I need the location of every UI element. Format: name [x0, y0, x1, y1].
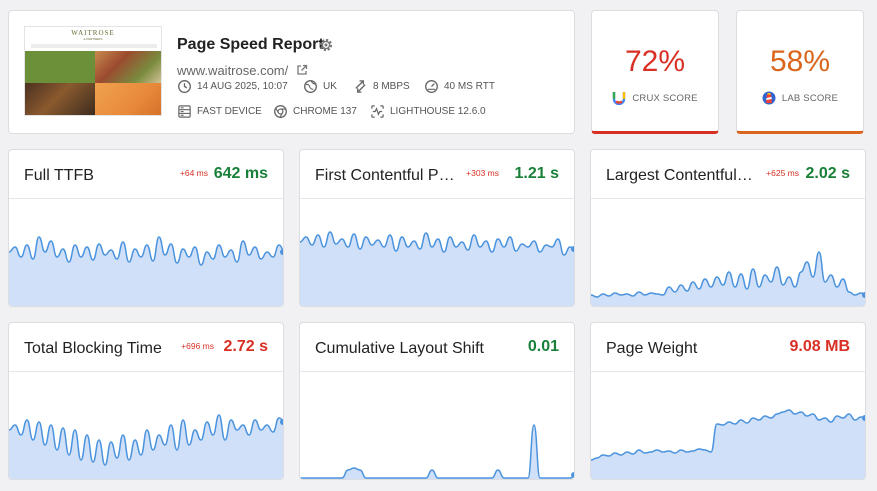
lighthouse-pulse-icon	[371, 104, 384, 118]
metric-trend-chart	[300, 198, 574, 306]
metric-delta: +696 ms	[181, 341, 214, 351]
meta-rtt-text: 40 MS RTT	[444, 80, 495, 92]
metric-name: Largest Contentful Paint	[606, 167, 754, 184]
meta-lighthouse: LIGHTHOUSE 12.6.0	[370, 103, 486, 119]
meta-bandwidth: 8 MBPS	[353, 78, 410, 94]
metric-value: 0.01	[527, 338, 559, 355]
trend-sparkline	[591, 409, 865, 479]
metric-name: Full TTFB	[24, 167, 94, 184]
metric-value: 2.02 s	[805, 165, 850, 182]
trend-line	[9, 236, 283, 266]
metric-name: Page Weight	[606, 340, 698, 357]
trend-area	[300, 232, 574, 306]
metric-value: 9.08 MB	[789, 338, 850, 355]
crux-score-card[interactable]: 72% CRUX SCORE	[591, 10, 719, 134]
page-title: Page Speed Report	[177, 36, 324, 53]
trend-line	[300, 424, 574, 479]
trend-latest-point	[571, 472, 574, 478]
server-device-icon	[178, 104, 191, 118]
meta-bandwidth-text: 8 MBPS	[373, 80, 410, 92]
report-header-card: WAITROSE & PARTNERS Page Speed Report ww…	[8, 10, 575, 134]
metric-card-page-weight[interactable]: Page Weight 9.08 MB	[590, 322, 866, 480]
metric-delta: +64 ms	[179, 168, 208, 178]
metric-card-fcp[interactable]: First Contentful Paint +303 ms 1.21 s	[299, 149, 575, 307]
metric-trend-chart	[591, 371, 865, 479]
gauge-icon	[425, 79, 438, 93]
crux-score-value: 72%	[624, 45, 686, 78]
metric-card-tbt[interactable]: Total Blocking Time +696 ms 2.72 s	[8, 322, 284, 480]
metric-card-lcp[interactable]: Largest Contentful Paint +625 ms 2.02 s	[590, 149, 866, 307]
metric-trend-chart	[591, 198, 865, 306]
trend-sparkline	[300, 231, 574, 306]
metric-delta: +303 ms	[466, 168, 499, 178]
thumbnail-nav	[31, 44, 157, 48]
metric-delta: +625 ms	[766, 168, 799, 178]
thumbnail-tile-dark	[25, 83, 95, 115]
trend-line	[9, 414, 283, 466]
trend-area	[591, 252, 865, 306]
external-link-icon[interactable]	[296, 64, 308, 76]
trend-line	[591, 409, 865, 461]
metric-card-cls[interactable]: Cumulative Layout Shift 0.01	[299, 322, 575, 480]
metric-value: 642 ms	[213, 165, 268, 182]
lab-score-label: LAB SCORE	[781, 92, 839, 104]
metric-value: 2.72 s	[223, 338, 268, 355]
trend-area	[591, 410, 865, 479]
lighthouse-logo-icon	[762, 91, 776, 105]
gear-icon[interactable]	[318, 37, 334, 53]
trend-latest-point	[571, 246, 574, 252]
thumbnail-logo-sub: & PARTNERS	[83, 37, 103, 41]
globe-icon	[304, 79, 317, 93]
clock-icon	[178, 79, 191, 93]
thumbnail-tile-orange	[95, 83, 161, 115]
meta-browser-text: CHROME 137	[293, 105, 357, 117]
meta-browser: CHROME 137	[273, 103, 357, 119]
trend-area	[300, 425, 574, 479]
lab-score-value: 58%	[769, 45, 831, 78]
lab-score-label-row: LAB SCORE	[737, 91, 863, 105]
crux-score-label-row: CRUX SCORE	[592, 91, 718, 105]
trend-latest-point	[862, 292, 865, 298]
metric-trend-chart	[9, 371, 283, 479]
thumbnail-tile-food	[95, 51, 161, 83]
trend-line	[591, 251, 865, 298]
trend-sparkline	[9, 236, 283, 306]
metric-name: First Contentful Paint	[315, 167, 463, 184]
thumbnail-logo: WAITROSE	[71, 29, 115, 37]
lab-score-card[interactable]: 58% LAB SCORE	[736, 10, 864, 134]
metric-trend-chart	[300, 371, 574, 479]
metric-name: Cumulative Layout Shift	[315, 340, 484, 357]
metric-trend-chart	[9, 198, 283, 306]
trend-line	[300, 231, 574, 256]
meta-date-text: 14 AUG 2025, 10:07	[197, 80, 288, 92]
thumbnail-tile-green	[25, 51, 95, 83]
page-screenshot-thumbnail[interactable]: WAITROSE & PARTNERS	[24, 26, 162, 116]
trend-latest-point	[280, 249, 283, 255]
metric-name: Total Blocking Time	[24, 340, 162, 357]
chrome-icon	[274, 104, 287, 118]
trend-sparkline	[9, 414, 283, 479]
trend-sparkline	[591, 251, 865, 306]
meta-device-text: FAST DEVICE	[197, 105, 262, 117]
page-url[interactable]: www.waitrose.com/	[177, 63, 289, 78]
crux-score-label: CRUX SCORE	[632, 92, 698, 104]
metric-value: 1.21 s	[514, 165, 559, 182]
meta-lighthouse-text: LIGHTHOUSE 12.6.0	[390, 105, 486, 117]
meta-date: 14 AUG 2025, 10:07	[177, 78, 288, 94]
meta-device: FAST DEVICE	[177, 103, 262, 119]
meta-rtt: 40 MS RTT	[424, 78, 495, 94]
metric-card-ttfb[interactable]: Full TTFB +64 ms 642 ms	[8, 149, 284, 307]
crux-logo-icon	[613, 92, 626, 105]
trend-latest-point	[862, 415, 865, 421]
trend-area	[9, 237, 283, 306]
meta-location: UK	[303, 78, 337, 94]
trend-sparkline	[300, 424, 574, 479]
meta-location-text: UK	[323, 80, 337, 92]
trend-latest-point	[280, 419, 283, 425]
transfer-arrows-icon	[355, 79, 366, 93]
trend-area	[9, 415, 283, 479]
